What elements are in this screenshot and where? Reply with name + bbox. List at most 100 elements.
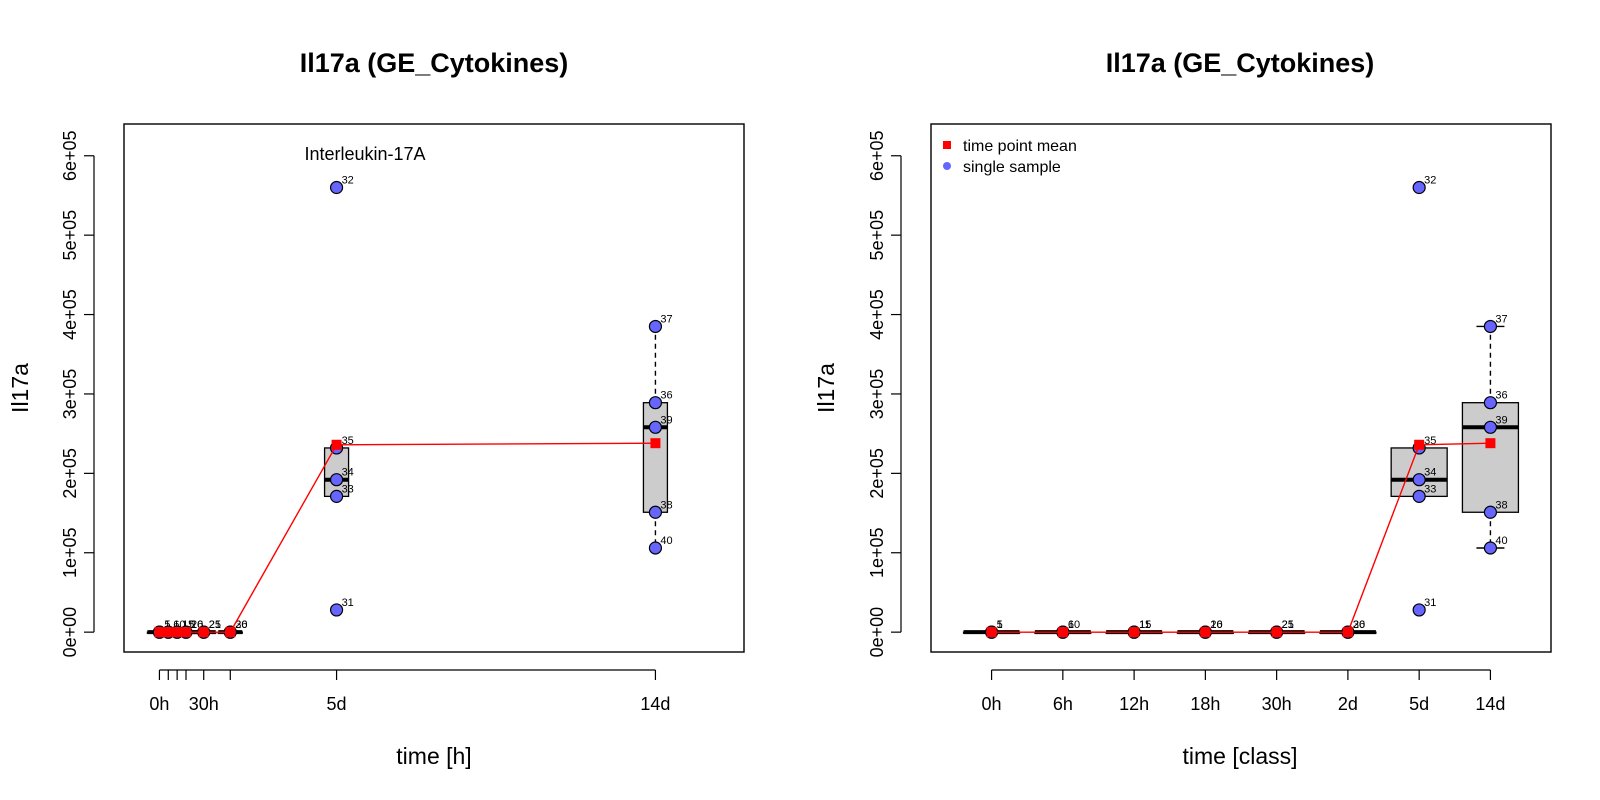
left-boxes [146, 325, 669, 635]
x-tick-label: 14d [640, 694, 670, 714]
y-tick-label: 1e+05 [60, 527, 80, 578]
y-tick-label: 5e+05 [867, 210, 887, 261]
x-tick-label: 5d [1409, 694, 1429, 714]
mean-point [198, 627, 209, 638]
sample-label: 39 [1495, 414, 1507, 426]
sample-point [648, 396, 663, 410]
x-tick-label: 0h [982, 694, 1002, 714]
x-tick-label: 6h [1053, 694, 1073, 714]
x-tick-label: 0h [149, 694, 169, 714]
right-x-axis-label: time [class] [1182, 743, 1297, 769]
sample-label: 38 [1495, 499, 1507, 511]
mean-point [331, 439, 342, 450]
sample-label: 5 [997, 619, 1003, 631]
y-tick-label: 3e+05 [60, 369, 80, 420]
y-tick-label: 6e+05 [60, 130, 80, 181]
y-tick-label: 2e+05 [60, 448, 80, 499]
mean-point [1057, 627, 1068, 638]
box-body [323, 447, 350, 498]
right-chart-title: Il17a (GE_Cytokines) [1106, 48, 1375, 78]
sample-point [1483, 420, 1498, 434]
sample-label: 39 [660, 414, 672, 426]
legend-mean-label: time point mean [963, 138, 1077, 155]
sample-label: 11 [182, 619, 193, 631]
sample-point [1483, 396, 1498, 410]
sample-point [648, 541, 663, 555]
sample-label: 31 [342, 597, 354, 609]
sample-label: 35 [342, 435, 354, 447]
sample-label: 32 [1424, 175, 1436, 187]
mean-point [1129, 627, 1140, 638]
mean-point [1200, 627, 1211, 638]
right-plot-frame [930, 123, 1552, 653]
right-means [986, 438, 1496, 638]
sample-point [329, 473, 344, 487]
sample-label: 26 [1353, 619, 1365, 631]
y-tick-label: 1e+05 [867, 527, 887, 578]
sample-label: 1 [164, 619, 170, 631]
sample-label: 21 [1282, 619, 1294, 631]
sample-point [1412, 489, 1426, 503]
mean-point [986, 627, 997, 638]
y-tick-label: 5e+05 [60, 210, 80, 261]
y-tick-label: 4e+05 [867, 289, 887, 340]
sample-label: 15 [1139, 619, 1151, 631]
legend-sample-label: single sample [963, 159, 1061, 176]
sample-label: 36 [660, 390, 672, 402]
sample-label: 38 [660, 499, 672, 511]
sample-point [329, 603, 344, 617]
left-x-axis-label: time [h] [396, 743, 471, 769]
sample-label: 40 [1495, 535, 1507, 547]
right-axes: 0e+00 1e+05 2e+05 3e+05 4e+05 5e+05 6e+05 0h 6h 1… [867, 130, 1505, 714]
sample-point [1412, 180, 1426, 195]
y-tick-label: 3e+05 [867, 369, 887, 420]
x-tick-label: 30h [1262, 694, 1292, 714]
sample-point [1483, 541, 1498, 555]
mean-point [181, 627, 191, 638]
sample-label: 11 [1139, 619, 1150, 631]
left-axes: 0e+00 1e+05 2e+05 3e+05 4e+05 5e+05 6e+05 0h 30h… [60, 130, 670, 714]
box-body [1390, 447, 1448, 498]
box-body [1461, 402, 1520, 513]
y-tick-label: 0e+00 [867, 607, 887, 658]
sample-label: 25 [209, 619, 221, 631]
sample-point [1483, 319, 1498, 334]
mean-point [1485, 438, 1496, 449]
sample-label: 6 [173, 619, 179, 631]
sample-label: 36 [1495, 390, 1507, 402]
sample-label: 25 [1282, 619, 1294, 631]
sample-point [648, 505, 663, 519]
sample-point [329, 180, 344, 195]
sample-label: 37 [1495, 313, 1507, 325]
sample-point [329, 489, 344, 503]
mean-line [991, 442, 1491, 633]
sample-point [1412, 473, 1426, 487]
left-chart-panel: Il17a (GE_Cytokines) time [h] Il17a Inte… [7, 48, 745, 769]
mean-point [172, 627, 183, 638]
sample-label: 21 [209, 619, 221, 631]
sample-label: 34 [342, 467, 354, 479]
right-y-axis-label: Il17a [813, 363, 839, 413]
sample-label: 6 [1068, 619, 1074, 631]
y-tick-label: 6e+05 [867, 130, 887, 181]
y-tick-label: 4e+05 [60, 289, 80, 340]
sample-label: 20 [1210, 619, 1222, 631]
sample-point [648, 420, 663, 434]
sample-label: 34 [1424, 467, 1436, 479]
left-chart-title: Il17a (GE_Cytokines) [300, 48, 569, 78]
mean-point [1271, 627, 1282, 638]
sample-label: 30 [1353, 619, 1365, 631]
y-tick-label: 0e+00 [60, 607, 80, 658]
right-legend: time point mean single sample [943, 138, 1077, 176]
left-means [154, 438, 661, 638]
sample-label: 33 [342, 483, 354, 495]
mean-point [1414, 439, 1425, 450]
sample-label: 26 [235, 619, 247, 631]
mean-point [163, 627, 174, 638]
right-boxes [962, 325, 1520, 635]
left-y-axis-label: Il17a [7, 363, 33, 413]
mean-point [225, 627, 236, 638]
